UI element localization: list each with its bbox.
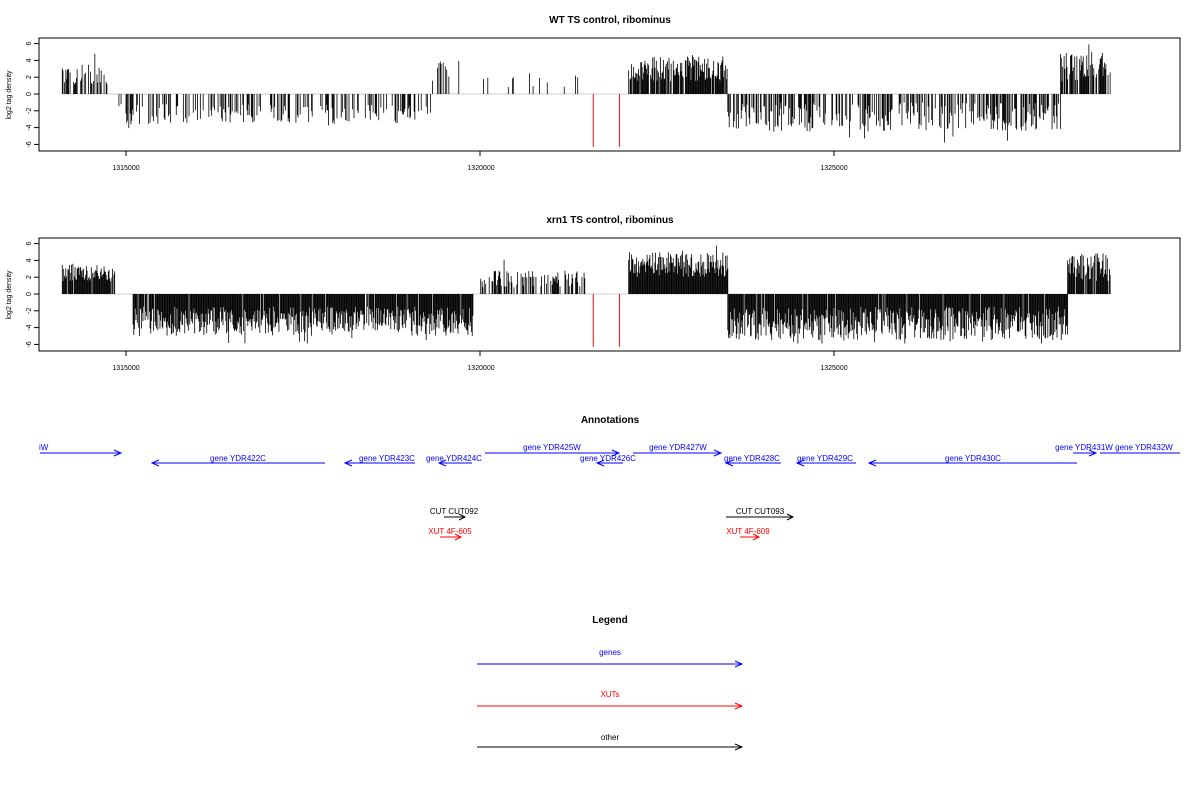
gene-label: gene YDR428C [724,454,780,463]
panel-wt: WT TS control, ribominus log2 tag densit… [6,15,1181,172]
gene-arrow [40,449,123,457]
other-label: CUT CUT093 [736,507,785,516]
legend-label-genes: genes [599,648,621,657]
y-axis-label: log2 tag density [6,70,13,120]
x-tick-label: 1315000 [112,165,139,172]
panel-title: xrn1 TS control, ribominus [546,215,674,226]
x-axis: 1315000 1320000 1325000 [112,151,848,172]
legend-arrow-xuts [477,702,744,710]
legend-arrow-other [477,743,744,751]
other-arrow [444,513,467,521]
plot-frame [38,37,1181,152]
gene-arrow [437,459,472,467]
gene-label: gene YDR427W [649,443,707,452]
gene-label: gene YDR429C [797,454,853,463]
gene-label: gene YDR432W [1115,443,1173,452]
gene-label: gene YDR424C [426,454,482,463]
y-tick-label: -6 [26,141,33,147]
xut-label: XUT 4F-609 [726,527,770,536]
x-axis: 1315000 1320000 1325000 [112,351,848,372]
gene-label: gene YDR431W [1055,443,1113,452]
gene-arrow [595,459,623,467]
gene-features [40,449,1180,467]
gene-arrow [485,449,621,457]
y-tick-label: -4 [26,124,33,130]
y-tick-label: 2 [26,275,33,279]
legend: Legend genes XUTs other [477,615,744,751]
gene-arrow [1073,449,1098,457]
gene-arrow [150,459,325,467]
y-axis: -6 -4 -2 0 2 4 6 [26,42,40,148]
annotations-track: Annotations iW gene YDR422C gene YDR423C… [39,415,1180,541]
y-tick-label: -6 [26,341,33,347]
xut-label: XUT 4F-605 [428,527,472,536]
legend-arrow-genes [477,660,744,668]
y-axis: -6 -4 -2 0 2 4 6 [26,242,40,348]
y-axis-label: log2 tag density [6,270,13,320]
gene-label: gene YDR430C [945,454,1001,463]
xut-features [440,533,761,541]
y-tick-label: 6 [26,42,33,46]
x-tick-label: 1325000 [820,365,847,372]
y-tick-label: -2 [26,308,33,314]
gene-arrow [795,459,856,467]
other-features [444,513,795,521]
other-arrow [726,513,795,521]
panel-xrn1: xrn1 TS control, ribominus log2 tag dens… [6,215,1181,372]
y-tick-label: 6 [26,242,33,246]
y-tick-label: 4 [26,258,33,262]
bar-series [61,245,1111,347]
gene-arrow [724,459,781,467]
legend-label-other: other [601,733,620,742]
y-tick-label: 0 [26,292,33,296]
legend-title: Legend [592,615,628,626]
gene-label: gene YDR422C [210,454,266,463]
gene-labels: iW gene YDR422C gene YDR423C gene YDR424… [39,443,1173,463]
annotations-title: Annotations [581,415,640,426]
panel-title: WT TS control, ribominus [549,15,671,26]
legend-label-xuts: XUTs [600,690,619,699]
xut-arrow [440,533,463,541]
x-tick-label: 1315000 [112,365,139,372]
xut-arrow [740,533,761,541]
y-tick-label: -2 [26,108,33,114]
x-tick-label: 1320000 [467,365,494,372]
y-tick-label: 0 [26,92,33,96]
y-tick-label: -4 [26,324,33,330]
x-tick-label: 1320000 [467,165,494,172]
gene-label: iW [39,443,49,452]
y-tick-label: 4 [26,58,33,62]
gene-arrow [867,459,1077,467]
gene-label: gene YDR425W [523,443,581,452]
gene-arrow [343,459,415,467]
y-tick-label: 2 [26,75,33,79]
bar-series [61,44,1111,147]
gene-label: gene YDR426C [580,454,636,463]
gene-label: gene YDR423C [359,454,415,463]
x-tick-label: 1325000 [820,165,847,172]
gene-arrow [633,449,723,457]
other-label: CUT CUT092 [430,507,479,516]
